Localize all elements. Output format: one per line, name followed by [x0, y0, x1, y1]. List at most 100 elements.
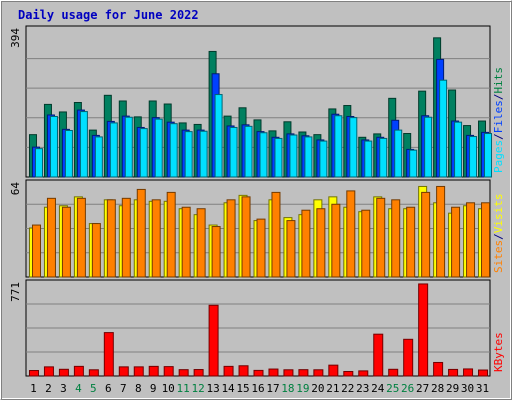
- bar-kbytes-day-29: [448, 368, 459, 377]
- y-max-label: 394: [9, 28, 22, 48]
- bar-kbytes-day-15: [238, 365, 249, 377]
- bar-sites-day-28: [436, 185, 446, 278]
- bar-pages-day-15: [244, 125, 253, 178]
- panel-visits_sites: 64 Sites/Visits: [9, 179, 505, 278]
- bar-sites-day-26: [406, 206, 416, 278]
- x-tick-label: 10: [162, 382, 175, 395]
- series-kbytes: [28, 283, 489, 377]
- x-tick-label: 30: [461, 382, 474, 395]
- legend: Sites/Visits: [492, 194, 505, 274]
- x-tick-label: 13: [206, 382, 219, 395]
- x-tick-label: 19: [296, 382, 309, 395]
- bar-sites-day-14: [226, 199, 236, 278]
- chart-panels: 394 Pages/Files/Hits 64 Sites/Visits 771KByt…: [9, 25, 505, 377]
- bar-sites-day-10: [166, 191, 176, 278]
- legend: Pages/Files/Hits: [492, 67, 505, 173]
- bar-sites-day-11: [181, 206, 191, 278]
- x-tick-label: 20: [311, 382, 324, 395]
- chart-title: Daily usage for June 2022: [18, 8, 199, 22]
- bar-sites-day-18: [286, 220, 296, 278]
- bar-sites-day-25: [391, 199, 401, 278]
- bar-kbytes-day-31: [478, 369, 489, 377]
- bar-pages-day-1: [34, 148, 43, 178]
- bar-pages-day-10: [169, 123, 178, 178]
- x-tick-label: 17: [266, 382, 279, 395]
- bar-pages-day-7: [124, 116, 133, 178]
- x-tick-label: 31: [476, 382, 489, 395]
- bar-sites-day-24: [376, 197, 386, 278]
- y-max-label: 64: [9, 182, 22, 196]
- panel-hits_files_pages: 394 Pages/Files/Hits: [9, 25, 505, 178]
- x-tick-label: 12: [192, 382, 205, 395]
- legend-entry: KBytes: [492, 332, 505, 372]
- bar-pages-day-11: [184, 131, 193, 178]
- bar-pages-day-26: [409, 149, 418, 178]
- bar-pages-day-30: [469, 136, 478, 178]
- panel-kbytes: 771 KBytes: [9, 279, 505, 377]
- bar-sites-day-19: [301, 209, 311, 278]
- bar-kbytes-day-3: [58, 368, 69, 377]
- bar-kbytes-day-10: [163, 366, 174, 377]
- x-tick-label: 21: [326, 382, 339, 395]
- bar-pages-day-16: [259, 132, 268, 178]
- bar-kbytes-day-16: [253, 369, 264, 377]
- bar-kbytes-day-21: [328, 364, 339, 377]
- x-tick-label: 2: [45, 382, 52, 395]
- bar-kbytes-day-17: [268, 368, 279, 377]
- x-tick-label: 16: [251, 382, 264, 395]
- bar-sites-day-6: [106, 199, 116, 278]
- x-tick-label: 9: [150, 382, 157, 395]
- bar-sites-day-13: [211, 226, 221, 278]
- bar-kbytes-day-19: [298, 369, 309, 377]
- bar-sites-day-29: [451, 206, 461, 278]
- bar-kbytes-day-8: [133, 366, 144, 377]
- bar-pages-day-4: [79, 111, 88, 178]
- x-tick-label: 7: [120, 382, 127, 395]
- x-tick-label: 15: [236, 382, 249, 395]
- bar-kbytes-day-26: [403, 338, 414, 377]
- legend-entry: Pages: [492, 140, 505, 173]
- bar-pages-day-8: [139, 128, 148, 178]
- bar-kbytes-day-11: [178, 369, 189, 377]
- bar-pages-day-28: [439, 79, 448, 178]
- x-tick-label: 26: [401, 382, 414, 395]
- bar-kbytes-day-2: [43, 366, 54, 377]
- bar-pages-day-18: [289, 134, 298, 178]
- legend-entry: Sites: [492, 240, 505, 273]
- legend-entry: /: [492, 94, 505, 101]
- bar-kbytes-day-6: [103, 332, 114, 377]
- x-tick-label: 8: [135, 382, 142, 395]
- x-tick-label: 25: [386, 382, 399, 395]
- bar-kbytes-day-1: [28, 370, 39, 377]
- bar-pages-day-5: [94, 136, 103, 178]
- series-pages: [34, 79, 493, 178]
- bar-sites-day-20: [316, 208, 326, 278]
- x-tick-label: 29: [446, 382, 459, 395]
- bar-pages-day-3: [64, 129, 73, 178]
- legend-entry: /: [492, 133, 505, 140]
- bar-pages-day-12: [199, 130, 208, 178]
- legend-entry: /: [492, 233, 505, 240]
- x-tick-label: 6: [105, 382, 112, 395]
- bar-kbytes-day-25: [388, 368, 399, 377]
- bar-kbytes-day-24: [373, 333, 384, 377]
- bar-sites-day-5: [91, 223, 101, 278]
- bar-sites-day-7: [121, 197, 131, 278]
- bar-sites-day-8: [136, 188, 146, 278]
- bar-sites-day-21: [331, 203, 341, 278]
- bar-kbytes-day-13: [208, 304, 219, 377]
- bar-kbytes-day-5: [88, 369, 99, 377]
- bar-kbytes-day-28: [433, 361, 444, 377]
- x-tick-label: 23: [356, 382, 369, 395]
- bar-sites-day-9: [151, 199, 161, 278]
- bar-kbytes-day-20: [313, 369, 324, 377]
- bar-kbytes-day-27: [418, 283, 429, 377]
- x-tick-label: 24: [371, 382, 385, 395]
- bar-kbytes-day-12: [193, 369, 204, 377]
- x-tick-label: 11: [177, 382, 190, 395]
- x-tick-label: 18: [281, 382, 294, 395]
- bar-pages-day-13: [214, 94, 223, 178]
- bar-pages-day-25: [394, 129, 403, 178]
